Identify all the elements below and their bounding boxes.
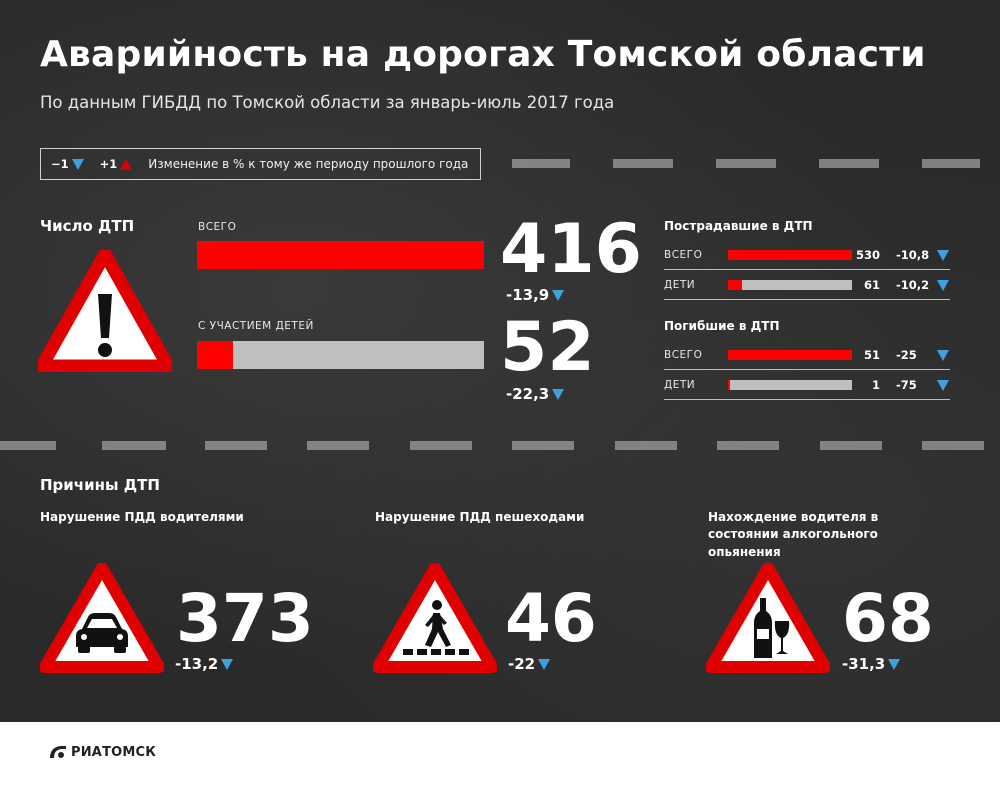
- triangle-down-icon: [221, 658, 234, 670]
- infographic-board: Аварийность на дорогах Томской области П…: [0, 0, 1000, 722]
- injured-total-change: -10,8: [896, 248, 930, 262]
- cause-pedestrians-change: -22: [508, 655, 551, 673]
- injured-children-value: 61: [863, 278, 880, 292]
- triangle-down-icon: [937, 380, 949, 391]
- road-dash: [205, 441, 267, 450]
- triangle-down-icon: [71, 158, 84, 170]
- triangle-down-icon: [538, 658, 551, 670]
- cause-pedestrians-value: 46: [505, 580, 597, 657]
- injured-children-change: -10,2: [896, 278, 930, 292]
- road-dash: [922, 441, 984, 450]
- road-dash: [512, 441, 574, 450]
- triangle-down-icon: [552, 289, 565, 301]
- accidents-children-track: [197, 341, 484, 369]
- exclamation-warning-icon: [38, 250, 172, 372]
- cause-alcohol-title: Нахождение водителя в состоянии алкоголь…: [708, 510, 879, 559]
- injured-total-bar: [728, 250, 852, 260]
- killed-row-total: ВСЕГО 51 -25: [664, 340, 950, 370]
- killed-children-value: 1: [871, 378, 880, 392]
- ria-logo-icon: [50, 746, 66, 758]
- ria-tomsk-logo[interactable]: РИАТОМСК: [48, 744, 156, 760]
- road-dash: [820, 441, 882, 450]
- cause-alcohol-value: 68: [842, 580, 934, 657]
- legend-increase-label: +1: [99, 157, 118, 171]
- cause-pedestrians-title: Нарушение ПДД пешеходами: [375, 510, 585, 524]
- killed-total-bar: [728, 350, 852, 360]
- triangle-down-icon: [937, 280, 949, 291]
- injured-total-track: [728, 250, 852, 260]
- injured-children-label: ДЕТИ: [664, 279, 696, 291]
- alcohol-warning-icon: [706, 563, 830, 673]
- pedestrian-warning-icon: [373, 563, 497, 673]
- page-title: Аварийность на дорогах Томской области: [40, 34, 926, 75]
- accidents-total-track: [197, 241, 484, 269]
- killed-row-children: ДЕТИ 1 -75: [664, 370, 950, 400]
- accidents-total-label: ВСЕГО: [198, 221, 237, 233]
- injured-row-children: ДЕТИ 61 -10,2: [664, 270, 950, 300]
- legend-decrease-label: −1: [51, 157, 69, 171]
- road-dash: [717, 441, 779, 450]
- killed-total-value: 51: [863, 348, 880, 362]
- cause-drivers-title: Нарушение ПДД водителями: [40, 510, 244, 524]
- cause-drivers-value: 373: [176, 580, 314, 657]
- change-legend: −1 +1 Изменение в % к тому же периоду пр…: [40, 148, 481, 180]
- car-warning-icon: [40, 563, 164, 673]
- road-dash: [716, 159, 776, 168]
- accidents-total-bar: [197, 241, 484, 269]
- road-dash: [102, 441, 166, 450]
- cause-drivers-change-text: -13,2: [175, 655, 219, 673]
- triangle-up-icon: [120, 158, 133, 170]
- legend-description: Изменение в % к тому же периоду прошлого…: [148, 157, 469, 171]
- legend-decrease: −1: [51, 157, 84, 171]
- legend-increase: +1: [100, 157, 133, 171]
- accidents-total-change: -13,9: [506, 286, 565, 304]
- road-dash: [615, 441, 677, 450]
- logo-text: РИАТОМСК: [71, 744, 157, 760]
- killed-total-change: -25: [896, 348, 917, 362]
- triangle-down-icon: [552, 388, 565, 400]
- cause-alcohol-change: -31,3: [842, 655, 901, 673]
- accidents-children-value: 52: [500, 308, 595, 387]
- accidents-children-change-text: -22,3: [506, 385, 550, 403]
- cause-alcohol-change-text: -31,3: [842, 655, 886, 673]
- injured-title: Пострадавшие в ДТП: [664, 219, 813, 233]
- injured-row-total: ВСЕГО 530 -10,8: [664, 240, 950, 270]
- injured-total-label: ВСЕГО: [664, 249, 703, 261]
- road-dash: [307, 441, 369, 450]
- accidents-total-value: 416: [500, 210, 642, 289]
- accidents-total-change-text: -13,9: [506, 286, 550, 304]
- road-dash: [819, 159, 879, 168]
- page-subtitle: По данным ГИБДД по Томской области за ян…: [40, 93, 615, 112]
- accidents-children-change: -22,3: [506, 385, 565, 403]
- road-dash: [512, 159, 570, 168]
- triangle-down-icon: [937, 250, 949, 261]
- injured-children-bar: [728, 280, 743, 290]
- road-dash: [922, 159, 980, 168]
- road-dash: [0, 441, 56, 450]
- killed-title: Погибшие в ДТП: [664, 319, 780, 333]
- killed-children-change: -75: [896, 378, 917, 392]
- injured-total-value: 530: [855, 248, 880, 262]
- accidents-children-label: С УЧАСТИЕМ ДЕТЕЙ: [198, 320, 314, 332]
- killed-children-bar: [728, 380, 731, 390]
- accidents-section-title: Число ДТП: [40, 217, 135, 235]
- killed-children-track: [728, 380, 852, 390]
- killed-total-track: [728, 350, 852, 360]
- cause-drivers-change: -13,2: [175, 655, 234, 673]
- accidents-children-bar: [197, 341, 233, 369]
- cause-pedestrians-change-text: -22: [508, 655, 536, 673]
- injured-children-track: [728, 280, 852, 290]
- road-dash: [410, 441, 472, 450]
- killed-children-label: ДЕТИ: [664, 379, 696, 391]
- triangle-down-icon: [888, 658, 901, 670]
- triangle-down-icon: [937, 350, 949, 361]
- road-dash: [613, 159, 673, 168]
- causes-section-title: Причины ДТП: [40, 476, 160, 494]
- killed-total-label: ВСЕГО: [664, 349, 703, 361]
